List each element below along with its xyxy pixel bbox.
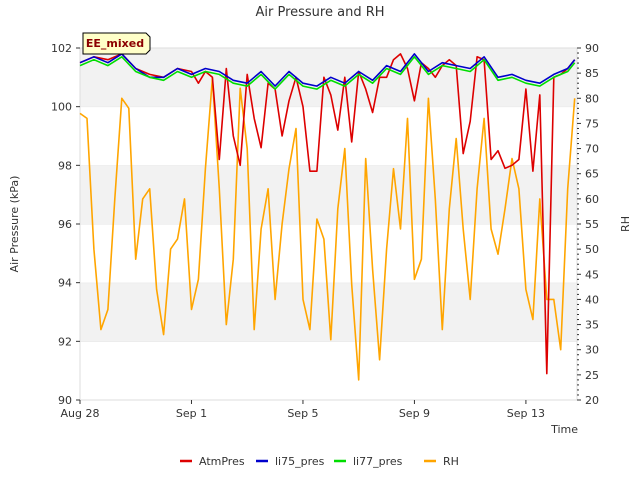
series-layer (79, 53, 576, 381)
y-axis: 90 92 94 96 98 100 102 (51, 42, 80, 407)
grid-band (80, 165, 577, 224)
x-tick-label: Sep 1 (176, 407, 207, 420)
y-tick-label: 100 (51, 101, 72, 114)
y2-tick-label: 75 (585, 117, 599, 130)
legend-label: RH (443, 455, 459, 468)
series-line-atmpres (79, 53, 576, 375)
grid-band (80, 224, 577, 283)
y-tick-label: 102 (51, 42, 72, 55)
y2-tick-label: 85 (585, 67, 599, 80)
x-axis-label: Time (550, 423, 578, 436)
grid-band (80, 106, 577, 166)
y2-axis-label: RH (619, 216, 632, 232)
y-tick-label: 94 (58, 277, 72, 290)
y-tick-label: 96 (58, 218, 72, 231)
legend-label: AtmPres (199, 455, 245, 468)
y2-tick-label: 90 (585, 42, 599, 55)
x-tick-label: Aug 28 (61, 407, 100, 420)
y-tick-label: 92 (58, 335, 72, 348)
y2-axis: 20 25 30 35 40 45 50 55 60 65 70 75 80 85 90 (577, 42, 599, 407)
series-line-rh (79, 77, 576, 381)
series-line-li75-pres (79, 53, 576, 87)
y2-tick-label: 25 (585, 369, 599, 382)
y2-tick-label: 45 (585, 268, 599, 281)
grid-bands (80, 47, 577, 400)
y2-tick-label: 65 (585, 168, 599, 181)
chart-title: Air Pressure and RH (255, 5, 384, 20)
y2-tick-label: 40 (585, 293, 599, 306)
y-tick-label: 90 (58, 394, 72, 407)
grid-band (80, 341, 577, 400)
y2-tick-label: 55 (585, 218, 599, 231)
legend-label: li77_pres (353, 455, 403, 468)
y2-tick-label: 60 (585, 193, 599, 206)
y2-tick-label: 30 (585, 344, 599, 357)
y-tick-label: 98 (58, 159, 72, 172)
site-badge: EE_mixed (82, 32, 151, 55)
site-badge-text: EE_mixed (86, 37, 144, 50)
x-axis: Aug 28 Sep 1 Sep 5 Sep 9 Sep 13 (61, 400, 545, 420)
y2-tick-label: 50 (585, 243, 599, 256)
x-tick-label: Sep 13 (507, 407, 545, 420)
y2-tick-label: 80 (585, 92, 599, 105)
x-tick-label: Sep 9 (399, 407, 430, 420)
series-line-li77-pres (79, 55, 576, 90)
legend-label: li75_pres (275, 455, 325, 468)
x-tick-label: Sep 5 (287, 407, 318, 420)
y2-tick-label: 35 (585, 319, 599, 332)
y2-tick-label: 20 (585, 394, 599, 407)
legend: AtmPres li75_pres li77_pres RH (180, 455, 459, 468)
y-axis-label: Air Pressure (kPa) (8, 176, 21, 273)
y2-tick-label: 70 (585, 143, 599, 156)
